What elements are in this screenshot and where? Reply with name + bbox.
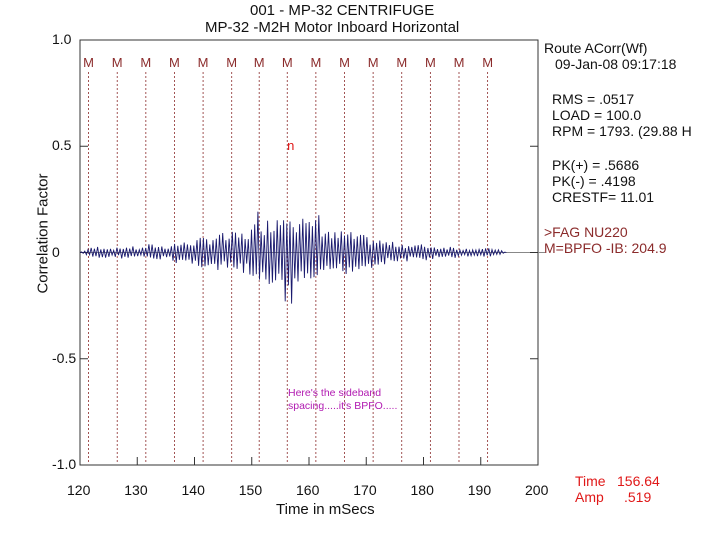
bpfo-marker-label: M — [454, 55, 465, 70]
y-tick-label: -0.5 — [52, 349, 77, 366]
x-axis-label: Time in mSecs — [276, 501, 375, 518]
info-pk-plus: PK(+) = .5686 — [552, 157, 640, 173]
bpfo-marker-label: M — [425, 55, 436, 70]
y-tick-label: 1.0 — [52, 31, 72, 47]
annotation-line2: spacing.....it's BPFO..... — [288, 400, 398, 412]
bpfo-marker-label: M — [140, 55, 151, 70]
chart-header-line1: 001 - MP-32 CENTRIFUGE — [250, 2, 435, 19]
bpfo-marker-label: M — [254, 55, 265, 70]
bpfo-marker-label: M — [368, 55, 379, 70]
bpfo-marker-label: M — [169, 55, 180, 70]
info-title: Route ACorr(Wf) — [544, 40, 648, 56]
y-tick-label: 0.5 — [52, 137, 72, 154]
trace-layer — [79, 211, 507, 304]
x-tick-label: 190 — [467, 482, 492, 498]
cursor-time-value: 156.64 — [617, 473, 660, 489]
bpfo-marker-label: M — [112, 55, 123, 70]
y-tick-label: 0 — [52, 243, 60, 260]
x-tick-label: 170 — [353, 482, 377, 498]
bpfo-marker-label: M — [83, 55, 94, 70]
y-tick-label: -1.0 — [52, 456, 77, 472]
cursor-marker: n — [287, 138, 294, 153]
x-tick-label: 200 — [525, 482, 549, 498]
bpfo-marker-label: M — [339, 55, 350, 70]
cursor-layer: n — [287, 138, 294, 153]
x-tick-label: 120 — [67, 482, 91, 498]
bpfo-marker-label: M — [226, 55, 237, 70]
x-tick-label: 180 — [410, 482, 434, 498]
chart-header-line2: MP-32 -M2H Motor Inboard Horizontal — [205, 19, 460, 36]
sideband-annotation: Here's the sideband spacing.....it's BPF… — [288, 387, 397, 413]
bpfo-marker-label: M — [482, 55, 493, 70]
autocorrelation-trace — [79, 211, 507, 304]
info-bpfo: M=BPFO -IB: 204.9 — [544, 240, 667, 256]
cursor-amp-label: Amp — [575, 489, 604, 505]
bpfo-marker-label: M — [198, 55, 209, 70]
bpfo-marker-label: M — [310, 55, 321, 70]
x-tick-label: 130 — [124, 482, 148, 498]
cursor-time-label: Time — [575, 473, 606, 489]
x-tick-label: 160 — [296, 482, 320, 498]
info-rms: RMS = .0517 — [552, 91, 635, 107]
info-rpm: RPM = 1793. (29.88 H — [552, 123, 692, 139]
x-tick-label: 150 — [238, 482, 263, 498]
cursor-amp-value: .519 — [624, 489, 652, 505]
info-crestf: CRESTF= 11.01 — [552, 189, 655, 205]
info-bearing-flag: >FAG NU220 — [544, 224, 628, 240]
info-load: LOAD = 100.0 — [552, 107, 642, 123]
info-date: 09-Jan-08 09:17:18 — [555, 56, 677, 72]
bpfo-marker-label: M — [282, 55, 293, 70]
info-pk-minus: PK(-) = .4198 — [552, 173, 636, 189]
x-tick-label: 140 — [181, 482, 205, 498]
bpfo-marker-label: M — [396, 55, 407, 70]
annotation-line1: Here's the sideband — [288, 387, 382, 399]
